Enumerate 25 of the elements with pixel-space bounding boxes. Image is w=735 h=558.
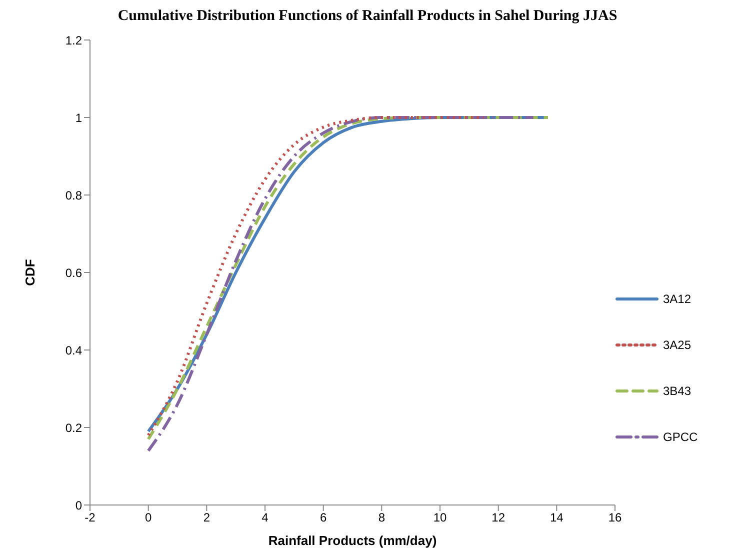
- y-tick-label: 0: [75, 498, 82, 512]
- x-tick-label: -2: [84, 510, 96, 525]
- legend-label: GPCC: [663, 430, 698, 444]
- y-axis-title: CDF: [22, 259, 38, 286]
- x-tick-label: 8: [378, 510, 386, 525]
- x-axis-title: Rainfall Products (mm/day): [268, 533, 437, 548]
- x-tick-label: 16: [608, 510, 622, 525]
- x-tick-label: 6: [320, 510, 327, 525]
- x-tick-label: 14: [550, 510, 564, 525]
- legend-label: 3B43: [663, 384, 692, 398]
- y-tick-label: 1: [75, 110, 82, 125]
- y-tick-label: 0.2: [65, 420, 82, 435]
- line-series: [146, 116, 486, 437]
- x-tick-label: 12: [492, 510, 506, 525]
- x-tick-label: 10: [433, 510, 447, 525]
- x-tick-label: 2: [203, 510, 210, 525]
- x-tick-label: 4: [262, 510, 269, 525]
- x-tick-label: 0: [144, 510, 152, 525]
- chart-title: Cumulative Distribution Functions of Rainfall Products in Sahel During JJAS: [116, 8, 618, 26]
- y-tick-label: 0.8: [65, 188, 82, 202]
- y-tick-label: 1.2: [65, 33, 82, 48]
- y-tick-label: 0.4: [65, 343, 82, 358]
- legend-label: 3A25: [663, 338, 692, 352]
- legend-label: 3A12: [663, 292, 692, 306]
- y-tick-label: 0.6: [65, 266, 82, 280]
